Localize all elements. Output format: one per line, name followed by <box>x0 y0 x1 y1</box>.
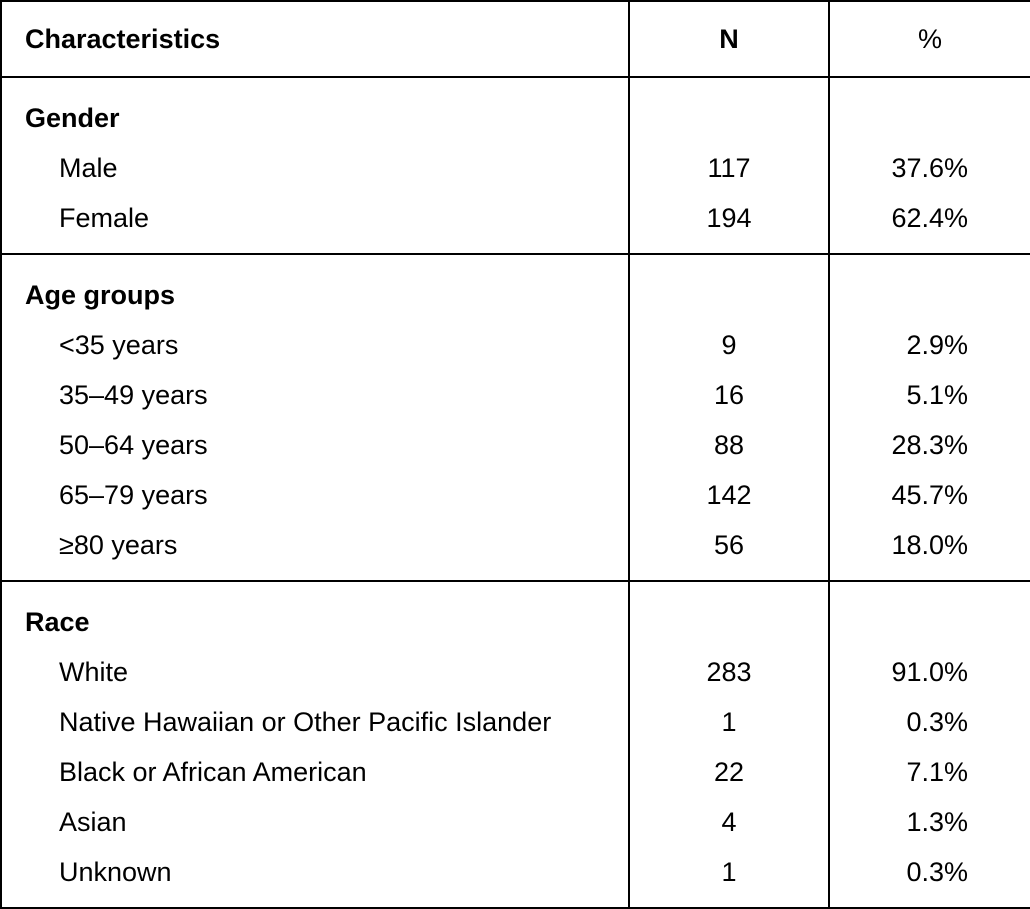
group-n-cell: 117 194 <box>628 76 830 255</box>
row-label: 35–49 years <box>59 380 208 410</box>
group-n-cell: 283 1 22 4 1 <box>628 580 830 909</box>
header-n: N <box>628 0 830 78</box>
row-n: 4 <box>721 807 737 837</box>
group-race: Race White Native Hawaiian or Other Paci… <box>0 580 1030 909</box>
row-pct: 28.3% <box>891 430 968 460</box>
group-title: Race <box>25 607 90 637</box>
row-label: Black or African American <box>59 757 367 787</box>
row-n: 117 <box>707 153 751 183</box>
row-label: Female <box>59 203 150 233</box>
row-label: 65–79 years <box>59 480 208 510</box>
row-pct: 2.9% <box>906 330 968 360</box>
row-label: Unknown <box>59 857 172 887</box>
row-n: 22 <box>713 757 745 787</box>
group-pct-cell: 37.6% 62.4% <box>828 76 1030 255</box>
row-n: 142 <box>706 480 752 510</box>
row-n: 56 <box>713 530 745 560</box>
group-age: Age groups <35 years 35–49 years 50–64 y… <box>0 253 1030 582</box>
row-label: <35 years <box>59 330 179 360</box>
header-percent: % <box>828 0 1030 78</box>
row-pct: 7.1% <box>906 757 968 787</box>
row-pct: 45.7% <box>891 480 968 510</box>
row-label: White <box>59 657 129 687</box>
group-label-cell: Age groups <35 years 35–49 years 50–64 y… <box>0 253 630 582</box>
row-n: 194 <box>706 203 752 233</box>
row-label: ≥80 years <box>59 530 178 560</box>
row-label: Asian <box>59 807 127 837</box>
row-pct: 91.0% <box>891 657 968 687</box>
group-gender: Gender Male Female 117 194 37.6% 62.4% <box>0 76 1030 255</box>
group-pct-cell: 2.9% 5.1% 28.3% 45.7% 18.0% <box>828 253 1030 582</box>
row-label: Male <box>59 153 118 183</box>
row-pct: 37.6% <box>891 153 968 183</box>
row-n: 1 <box>721 857 737 887</box>
row-pct: 0.3% <box>906 707 968 737</box>
row-pct: 5.1% <box>906 380 968 410</box>
row-n: 88 <box>713 430 745 460</box>
group-title: Age groups <box>25 280 176 310</box>
row-pct: 62.4% <box>891 203 968 233</box>
header-row: Characteristics N % <box>0 0 1030 78</box>
group-pct-cell: 91.0% 0.3% 7.1% 1.3% 0.3% <box>828 580 1030 909</box>
row-n: 16 <box>713 380 745 410</box>
group-n-cell: 9 16 88 142 56 <box>628 253 830 582</box>
row-pct: 0.3% <box>906 857 968 887</box>
row-n: 283 <box>706 657 752 687</box>
group-title: Gender <box>25 103 120 133</box>
row-label: Native Hawaiian or Other Pacific Islande… <box>59 707 552 737</box>
row-pct: 1.3% <box>906 807 968 837</box>
group-label-cell: Gender Male Female <box>0 76 630 255</box>
row-n: 9 <box>721 330 737 360</box>
row-pct: 18.0% <box>891 530 968 560</box>
row-n: 1 <box>721 707 737 737</box>
header-characteristics: Characteristics <box>0 0 630 78</box>
row-label: 50–64 years <box>59 430 208 460</box>
group-label-cell: Race White Native Hawaiian or Other Paci… <box>0 580 630 909</box>
